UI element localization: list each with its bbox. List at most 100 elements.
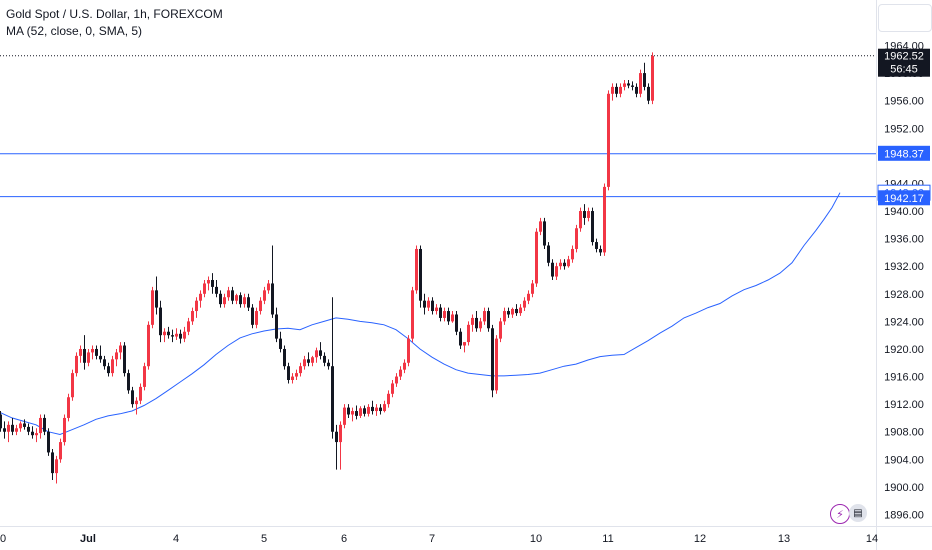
candle-body	[643, 73, 646, 87]
candle-body	[119, 345, 122, 353]
candle-body	[471, 317, 474, 325]
candle-body	[483, 311, 486, 322]
candle-body	[495, 338, 498, 391]
candle-body	[551, 262, 554, 277]
candle-body	[79, 348, 82, 356]
candle-body	[115, 352, 118, 360]
symbol-title[interactable]: Gold Spot / U.S. Dollar, 1h, FOREXCOM	[6, 7, 223, 21]
x-tick-label: 13	[778, 533, 790, 545]
candle-body	[499, 321, 502, 339]
candle-body	[223, 297, 226, 305]
candle-body	[639, 73, 642, 94]
candle-body	[607, 93, 610, 187]
candle-body	[139, 386, 142, 401]
candle-body	[339, 424, 342, 443]
candle-body	[335, 431, 338, 443]
candle-body	[203, 283, 206, 294]
candle-body	[563, 262, 566, 267]
candle-body	[219, 293, 222, 305]
candle-body	[619, 86, 622, 94]
chart-options-button[interactable]	[878, 4, 932, 32]
candle-body	[379, 407, 382, 412]
candle-body	[259, 300, 262, 312]
candle-body	[391, 383, 394, 394]
x-tick-label: Jul	[80, 533, 96, 545]
candle-body	[263, 290, 266, 301]
candle-body	[75, 355, 78, 374]
candle-body	[463, 342, 466, 346]
candle-body	[399, 369, 402, 377]
candle-body	[199, 293, 202, 301]
candle-body	[287, 366, 290, 381]
candle-body	[395, 376, 398, 384]
candle-body	[67, 397, 70, 418]
candle-body	[95, 348, 98, 356]
candle-body	[571, 248, 574, 260]
candle-body	[515, 308, 518, 314]
y-tick-label: 1912.00	[884, 399, 924, 411]
candle-body	[271, 283, 274, 315]
candle-body	[0, 414, 2, 429]
candle-body	[347, 407, 350, 415]
svg-text:56:45: 56:45	[890, 64, 918, 76]
candle-body	[39, 417, 42, 434]
candle-body	[215, 286, 218, 294]
candle-body	[51, 452, 54, 474]
candle-body	[447, 311, 450, 322]
candle-body	[3, 428, 6, 432]
candle-body	[47, 431, 50, 453]
candle-body	[595, 242, 598, 249]
candle-body	[63, 417, 66, 443]
candle-body	[527, 293, 530, 301]
candle-body	[487, 311, 490, 329]
x-tick-label: 4	[173, 533, 179, 545]
candle-body	[423, 300, 426, 308]
us-flag-icon[interactable]: ▤	[849, 504, 867, 522]
candle-body	[403, 362, 406, 370]
candle-body	[19, 423, 22, 429]
candle-body	[523, 300, 526, 308]
candle-body	[439, 307, 442, 318]
candle-body	[247, 297, 250, 308]
candle-body	[299, 366, 302, 374]
candle-body	[567, 259, 570, 267]
candle-body	[143, 366, 146, 387]
candle-body	[623, 83, 626, 87]
candle-body	[131, 390, 134, 405]
candle-body	[579, 211, 582, 229]
candle-body	[315, 350, 318, 358]
y-tick-label: 1928.00	[884, 289, 924, 301]
candle-body	[275, 314, 278, 339]
hline-price-tag-upper: 1948.37	[878, 145, 930, 161]
candle-body	[355, 411, 358, 416]
candle-body	[651, 55, 654, 101]
candle-body	[311, 357, 314, 363]
candle-body	[87, 352, 90, 363]
candle-body	[383, 404, 386, 412]
candle-body	[539, 221, 542, 232]
candle-body	[239, 295, 242, 305]
candle-body	[295, 373, 298, 377]
candle-body	[387, 393, 390, 405]
candle-body	[175, 333, 178, 337]
candle-body	[599, 248, 602, 253]
candle-body	[267, 283, 270, 291]
candle-body	[503, 311, 506, 322]
candle-body	[407, 338, 410, 363]
candle-body	[59, 442, 62, 460]
candle-body	[83, 348, 86, 363]
y-tick-label: 1952.00	[884, 123, 924, 135]
candle-body	[479, 321, 482, 329]
x-tick-label: 7	[429, 533, 435, 545]
lightning-icon[interactable]: ⚡	[830, 504, 850, 524]
indicator-label[interactable]: MA (52, close, 0, SMA, 5)	[6, 24, 143, 38]
candle-body	[443, 311, 446, 318]
candle-body	[107, 366, 110, 374]
candle-body	[367, 406, 370, 414]
candle-body	[279, 338, 282, 349]
candle-body	[231, 290, 234, 301]
y-tick-label: 1920.00	[884, 344, 924, 356]
candle-body	[211, 280, 214, 287]
